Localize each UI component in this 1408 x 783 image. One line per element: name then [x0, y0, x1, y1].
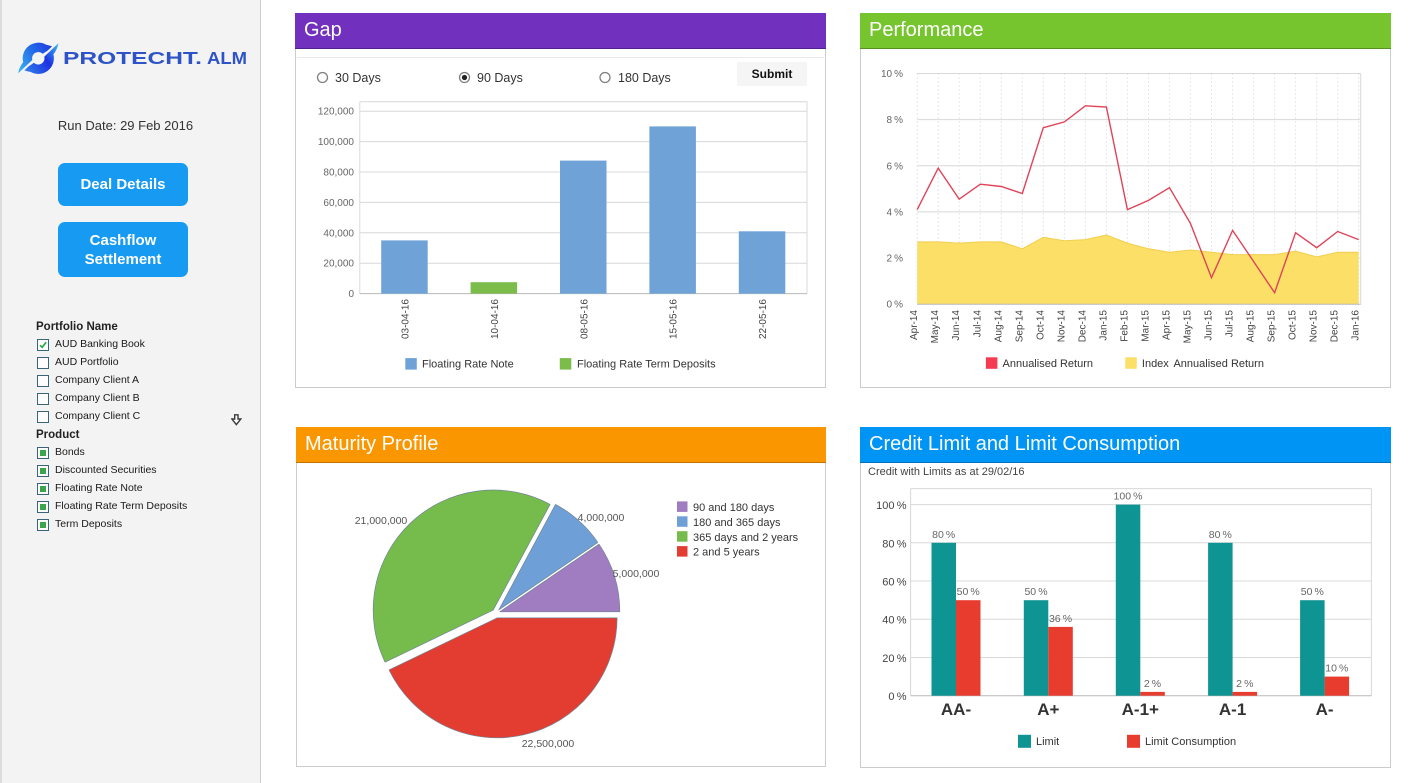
svg-text:100 %: 100 %: [876, 500, 907, 512]
svg-text:40 %: 40 %: [882, 615, 906, 627]
svg-text:A-: A-: [1316, 700, 1334, 719]
svg-text:Submit: Submit: [752, 67, 793, 81]
svg-text:40,000: 40,000: [323, 228, 354, 239]
svg-text:Floating Rate Note: Floating Rate Note: [422, 359, 514, 371]
svg-text:ALM: ALM: [207, 48, 247, 68]
svg-text:Oct-14: Oct-14: [1035, 310, 1046, 340]
svg-text:8 %: 8 %: [887, 115, 904, 126]
svg-text:Index Annualised Return: Index Annualised Return: [1142, 358, 1264, 370]
svg-text:90 Days: 90 Days: [477, 71, 523, 85]
svg-text:Sep-15: Sep-15: [1267, 310, 1278, 343]
svg-text:2 and 5 years: 2 and 5 years: [693, 547, 760, 559]
svg-text:30 Days: 30 Days: [335, 71, 381, 85]
svg-text:120,000: 120,000: [318, 107, 355, 118]
svg-text:10-04-16: 10-04-16: [490, 299, 501, 339]
svg-text:A-1: A-1: [1219, 700, 1246, 719]
svg-text:100,000: 100,000: [318, 137, 355, 148]
svg-text:2 %: 2 %: [1144, 678, 1161, 690]
svg-text:0: 0: [348, 289, 354, 300]
svg-text:Annualised Return: Annualised Return: [1003, 358, 1094, 370]
svg-text:21,000,000: 21,000,000: [355, 515, 408, 527]
svg-text:Jan-16: Jan-16: [1351, 310, 1362, 341]
svg-text:20 %: 20 %: [882, 653, 906, 665]
svg-text:Jul-14: Jul-14: [972, 310, 983, 338]
svg-text:60,000: 60,000: [323, 198, 354, 209]
svg-text:50 %: 50 %: [957, 586, 980, 598]
svg-text:A+: A+: [1037, 700, 1059, 719]
svg-text:2 %: 2 %: [1236, 678, 1253, 690]
svg-text:Mar-15: Mar-15: [1141, 310, 1152, 342]
svg-text:Aug-15: Aug-15: [1246, 310, 1257, 343]
svg-text:180 and 365 days: 180 and 365 days: [693, 517, 781, 529]
svg-text:36 %: 36 %: [1049, 613, 1072, 625]
svg-text:May-14: May-14: [930, 310, 941, 344]
svg-text:A-1+: A-1+: [1122, 700, 1159, 719]
svg-text:Nov-15: Nov-15: [1309, 310, 1320, 343]
svg-text:AA-: AA-: [941, 700, 971, 719]
svg-text:5,000,000: 5,000,000: [613, 568, 660, 580]
svg-text:Aug-14: Aug-14: [993, 310, 1004, 343]
svg-text:180 Days: 180 Days: [618, 71, 671, 85]
svg-text:03-04-16: 03-04-16: [401, 299, 412, 339]
svg-text:60 %: 60 %: [882, 577, 906, 589]
svg-text:Limit: Limit: [1036, 736, 1059, 748]
svg-text:22,500,000: 22,500,000: [522, 738, 575, 750]
svg-text:15-05-16: 15-05-16: [669, 299, 680, 339]
svg-text:08-05-16: 08-05-16: [579, 299, 590, 339]
svg-text:Apr-15: Apr-15: [1162, 310, 1173, 340]
svg-text:80 %: 80 %: [1209, 529, 1232, 541]
svg-text:Nov-14: Nov-14: [1056, 310, 1067, 343]
svg-text:22-05-16: 22-05-16: [758, 299, 769, 339]
svg-text:50 %: 50 %: [1301, 586, 1324, 598]
svg-text:Apr-14: Apr-14: [909, 310, 920, 340]
svg-text:80 %: 80 %: [932, 529, 955, 541]
svg-text:80 %: 80 %: [882, 538, 906, 550]
svg-text:Dec-14: Dec-14: [1077, 310, 1088, 343]
svg-text:Floating Rate Term Deposits: Floating Rate Term Deposits: [577, 359, 716, 371]
svg-text:Jun-15: Jun-15: [1204, 310, 1215, 341]
svg-text:Sep-14: Sep-14: [1014, 310, 1025, 343]
svg-text:100 %: 100 %: [1114, 491, 1143, 503]
svg-text:Limit Consumption: Limit Consumption: [1145, 736, 1236, 748]
svg-text:90 and 180 days: 90 and 180 days: [693, 502, 775, 514]
svg-text:365 days and 2 years: 365 days and 2 years: [693, 532, 799, 544]
svg-text:50 %: 50 %: [1024, 586, 1047, 598]
svg-text:Jan-15: Jan-15: [1098, 310, 1109, 341]
svg-text:2 %: 2 %: [887, 254, 904, 265]
svg-text:10 %: 10 %: [881, 69, 903, 80]
svg-text:Feb-15: Feb-15: [1119, 310, 1130, 342]
svg-text:Credit with Limits as at 29/02: Credit with Limits as at 29/02/16: [868, 466, 1025, 478]
svg-text:PROTECHT.: PROTECHT.: [63, 48, 202, 68]
svg-text:10 %: 10 %: [1325, 663, 1348, 675]
svg-text:May-15: May-15: [1183, 310, 1194, 344]
svg-text:0 %: 0 %: [887, 300, 904, 311]
svg-text:0 %: 0 %: [888, 691, 906, 703]
svg-text:Dec-15: Dec-15: [1330, 310, 1341, 343]
svg-text:4 %: 4 %: [887, 207, 904, 218]
svg-text:20,000: 20,000: [323, 259, 354, 270]
svg-text:4,000,000: 4,000,000: [578, 512, 625, 524]
svg-text:Jun-14: Jun-14: [951, 310, 962, 341]
svg-text:6 %: 6 %: [887, 161, 904, 172]
svg-text:Jul-15: Jul-15: [1225, 310, 1236, 338]
svg-text:80,000: 80,000: [323, 168, 354, 179]
svg-text:Oct-15: Oct-15: [1288, 310, 1299, 340]
